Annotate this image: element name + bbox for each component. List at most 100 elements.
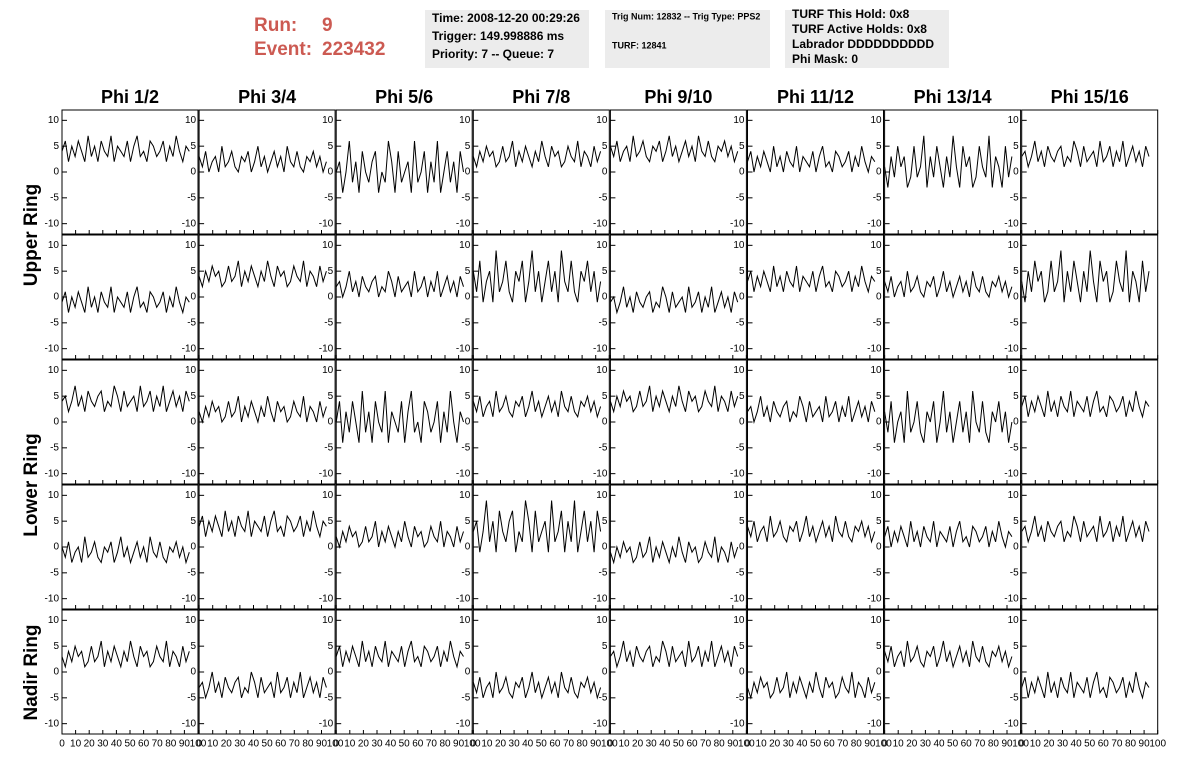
y-tick-label: 0 [53,417,59,428]
row-label: Nadir Ring [21,624,42,720]
panel [472,109,610,235]
y-tick-label: -5 [50,192,59,203]
y-tick-label: 10 [185,365,197,376]
time: Time: 2008-12-20 00:29:26 [432,11,580,25]
x-tick-label: 30 [920,739,932,750]
y-tick-label: 0 [191,667,197,678]
y-tick-label: 10 [1008,365,1020,376]
y-tick-label: 0 [739,167,745,178]
waveform [198,396,327,424]
waveform [472,140,602,169]
x-tick-label: 40 [1071,739,1083,750]
panel [609,109,747,235]
y-tick-label: -5 [324,692,333,703]
x-tick-label: 100 [601,739,618,750]
y-tick-label: 5 [328,641,334,652]
y-tick-label: -10 [319,343,334,354]
x-tick-label: 60 [824,739,836,750]
x-tick-label: 90 [453,739,465,750]
y-tick-label: -10 [730,593,745,604]
y-tick-label: 5 [465,516,471,527]
x-tick-label: 10 [756,739,768,750]
panel [198,234,336,360]
x-tick-label: 60 [275,739,287,750]
y-tick-label: -10 [45,593,60,604]
event-label: Event: [254,39,312,60]
waveform [61,135,190,164]
y-tick-label: 10 [733,365,745,376]
y-tick-label: 0 [876,417,882,428]
y-tick-label: -10 [730,343,745,354]
y-tick-label: 10 [1008,490,1020,501]
waveform [335,521,464,549]
x-tick-label: 20 [221,739,233,750]
x-tick-label: 100 [1012,739,1029,750]
y-tick-label: 5 [465,266,471,277]
x-tick-label: 10 [618,739,630,750]
y-tick-label: 5 [1013,266,1019,277]
y-tick-label: -5 [873,317,882,328]
waveform [1021,515,1150,544]
x-tick-label: 70 [426,739,438,750]
x-tick-label: 90 [590,739,602,750]
panel [747,359,884,485]
y-tick-label: 10 [322,490,334,501]
y-tick-label: 5 [465,141,471,152]
x-tick-label: 0 [471,739,477,750]
panel [61,234,199,360]
x-tick-label: 50 [810,739,822,750]
turf-hold: TURF This Hold: 0x8 [792,7,910,21]
x-tick-label: 20 [1043,739,1055,750]
phi-mask: Phi Mask: 0 [792,52,858,66]
panel [609,359,747,485]
panel [61,359,199,485]
x-tick-label: 70 [837,739,849,750]
y-tick-label: -10 [1004,343,1019,354]
y-tick-label: -5 [324,442,333,453]
waveform [884,521,1013,549]
row-label: Upper Ring [21,184,42,286]
waveform [1021,671,1150,700]
y-tick-label: 0 [1013,542,1019,553]
y-tick-label: -10 [319,718,334,729]
y-tick-label: -5 [873,192,882,203]
x-tick-label: 80 [577,739,589,750]
y-tick-label: -10 [182,468,197,479]
y-tick-label: -10 [456,468,471,479]
y-tick-label: -10 [593,718,608,729]
y-tick-label: 10 [1008,115,1020,126]
y-tick-label: -10 [730,468,745,479]
x-tick-label: 50 [399,739,411,750]
y-tick-label: -10 [593,218,608,229]
waveform [335,140,464,193]
x-tick-label: 20 [495,739,507,750]
x-tick-label: 100 [327,739,344,750]
panel [1021,109,1159,235]
y-tick-label: 0 [739,667,745,678]
x-tick-label: 50 [673,739,685,750]
y-tick-label: 0 [328,292,334,303]
y-tick-label: 5 [739,516,745,527]
y-tick-label: 10 [48,490,60,501]
waveform [884,390,1013,443]
y-tick-label: 0 [602,542,608,553]
y-tick-label: -10 [730,718,745,729]
x-tick-label: 20 [906,739,918,750]
y-tick-label: 5 [328,516,334,527]
y-tick-label: 10 [870,240,882,251]
x-tick-label: 20 [84,739,96,750]
y-tick-label: -10 [319,218,334,229]
waveform [198,671,327,700]
waveform [747,396,876,424]
waveform [884,640,1013,669]
panel [747,234,884,360]
x-tick-label: 10 [893,739,905,750]
y-tick-label: 0 [191,167,197,178]
y-tick-label: -5 [1010,192,1019,203]
y-tick-label: 5 [876,641,882,652]
waveform [747,265,876,294]
waveform [609,385,739,414]
y-tick-label: 10 [185,115,197,126]
y-tick-label: 0 [191,417,197,428]
x-tick-label: 30 [783,739,795,750]
